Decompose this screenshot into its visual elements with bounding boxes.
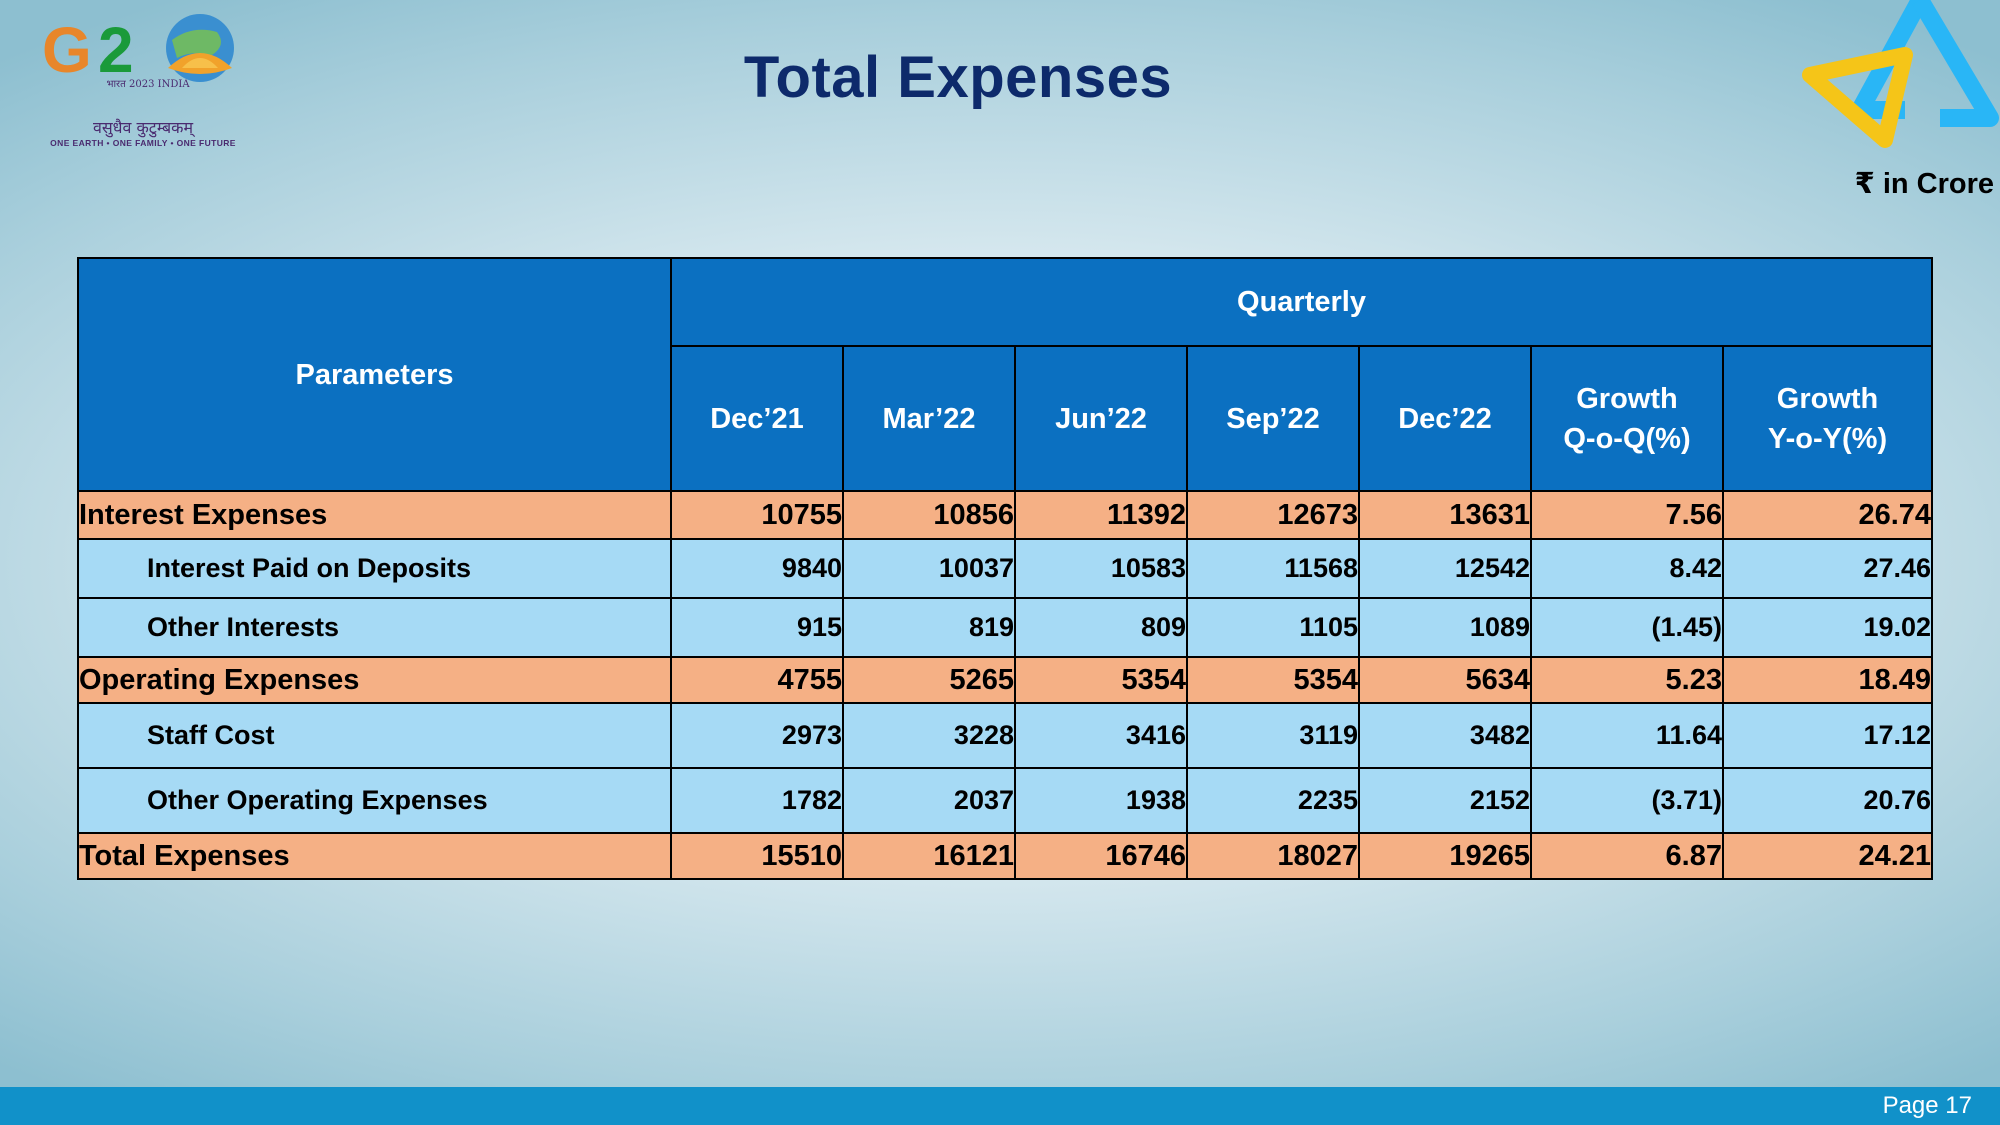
page-number: Page 17 [1882,1092,1972,1119]
table-cell: 1089 [1358,597,1532,658]
table-cell: 18.49 [1721,656,1934,704]
growth-qoq-line2: Q-o-Q(%) [1563,422,1691,455]
table-cell: 915 [670,597,844,658]
table-cell: 6.87 [1530,832,1724,880]
table-cell: 15510 [670,832,844,880]
table-cell: 5265 [842,656,1016,704]
col-header-growth-qoq: Growth Q-o-Q(%) [1530,345,1724,492]
g20-emblem-icon: G 2 [42,14,234,86]
col-header-growth-yoy: Growth Y-o-Y(%) [1721,345,1934,492]
table-cell: 16121 [842,832,1016,880]
table-cell: 10856 [842,490,1016,540]
col-header-mar22: Mar’22 [842,345,1016,492]
page-title: Total Expenses [743,45,1173,110]
table-row: Interest Expenses 10755 10856 11392 12673 136… [77,490,1934,540]
table-cell: 17.12 [1721,702,1934,769]
table-cell: 5354 [1014,656,1188,704]
unit-note: ₹ in Crore [1854,168,1994,200]
table-cell: 2973 [670,702,844,769]
row-label: Other Operating Expenses [77,767,672,834]
g20-hindi-tagline: वसुधैव कुटुम्बकम् [92,118,194,137]
table-cell: 1782 [670,767,844,834]
col-header-jun22: Jun’22 [1014,345,1188,492]
table-cell: 5354 [1186,656,1360,704]
table-cell: 10755 [670,490,844,540]
row-label: Total Expenses [77,832,672,880]
table-row: Other Interests 915 819 809 1105 1089 (1.45) 19… [77,597,1934,658]
table-row: Interest Paid on Deposits 9840 10037 10583 1… [77,538,1934,599]
table-cell: 5634 [1358,656,1532,704]
table-cell: 18027 [1186,832,1360,880]
g20-tagline: ONE EARTH • ONE FAMILY • ONE FUTURE [50,138,236,148]
table-cell: 1938 [1014,767,1188,834]
table-cell: 12673 [1186,490,1360,540]
table-cell: 26.74 [1721,490,1934,540]
footer-bar: Page 17 [0,1087,2000,1125]
row-label: Staff Cost [77,702,672,769]
table-cell: 10037 [842,538,1016,599]
table-cell: 819 [842,597,1016,658]
table-cell: 809 [1014,597,1188,658]
growth-qoq-line1: Growth [1576,382,1678,415]
table-cell: 3416 [1014,702,1188,769]
table-cell: 2037 [842,767,1016,834]
table-cell: 3119 [1186,702,1360,769]
table-cell: 3228 [842,702,1016,769]
table-cell: 2235 [1186,767,1360,834]
row-label: Other Interests [77,597,672,658]
g20-logo: G 2 भारत 2023 INDIA वसुधैव कुटुम्बकम् ON… [18,10,268,150]
g20-subtitle: भारत 2023 INDIA [106,79,190,90]
table-cell: 5.23 [1530,656,1724,704]
table-cell: 7.56 [1530,490,1724,540]
table-cell: 4755 [670,656,844,704]
table-row: Total Expenses 15510 16121 16746 18027 19265 6… [77,832,1934,880]
col-header-dec22: Dec’22 [1358,345,1532,492]
table-cell: 12542 [1358,538,1532,599]
table-cell: 19.02 [1721,597,1934,658]
table-cell: 27.46 [1721,538,1934,599]
sbi-logo-icon [1802,0,1999,148]
col-header-sep22: Sep’22 [1186,345,1360,492]
table-cell: 2152 [1358,767,1532,834]
table-cell: 24.21 [1721,832,1934,880]
table-row: Other Operating Expenses 1782 2037 1938 2235… [77,767,1934,834]
table-cell: 16746 [1014,832,1188,880]
table-cell: 11392 [1014,490,1188,540]
table-row: Staff Cost 2973 3228 3416 3119 3482 11.64 17.12 [77,702,1934,769]
growth-yoy-line2: Y-o-Y(%) [1767,422,1888,455]
table-cell: 10583 [1014,538,1188,599]
row-label: Interest Paid on Deposits [77,538,672,599]
table-cell: 19265 [1358,832,1532,880]
table-cell: 8.42 [1530,538,1724,599]
table-cell: 20.76 [1721,767,1934,834]
quarterly-header: Quarterly [669,257,1934,347]
col-header-dec21: Dec’21 [670,345,844,492]
svg-text:G: G [42,14,92,86]
row-label: Operating Expenses [77,656,672,704]
table-row: Operating Expenses 4755 5265 5354 5354 5634 5.… [77,656,1934,704]
svg-text:2: 2 [98,14,134,86]
table-cell: (1.45) [1530,597,1724,658]
table-cell: 1105 [1186,597,1360,658]
table-cell: 3482 [1358,702,1532,769]
table-cell: 9840 [670,538,844,599]
expenses-table: Parameters Quarterly Dec’21 Mar’22 Jun’2… [77,257,1934,880]
table-cell: 11.64 [1530,702,1724,769]
row-label: Interest Expenses [77,490,672,540]
growth-yoy-line1: Growth [1776,382,1879,415]
table-cell: (3.71) [1530,767,1724,834]
table-cell: 13631 [1358,490,1532,540]
table-cell: 11568 [1186,538,1360,599]
parameters-header: Parameters [77,257,672,492]
